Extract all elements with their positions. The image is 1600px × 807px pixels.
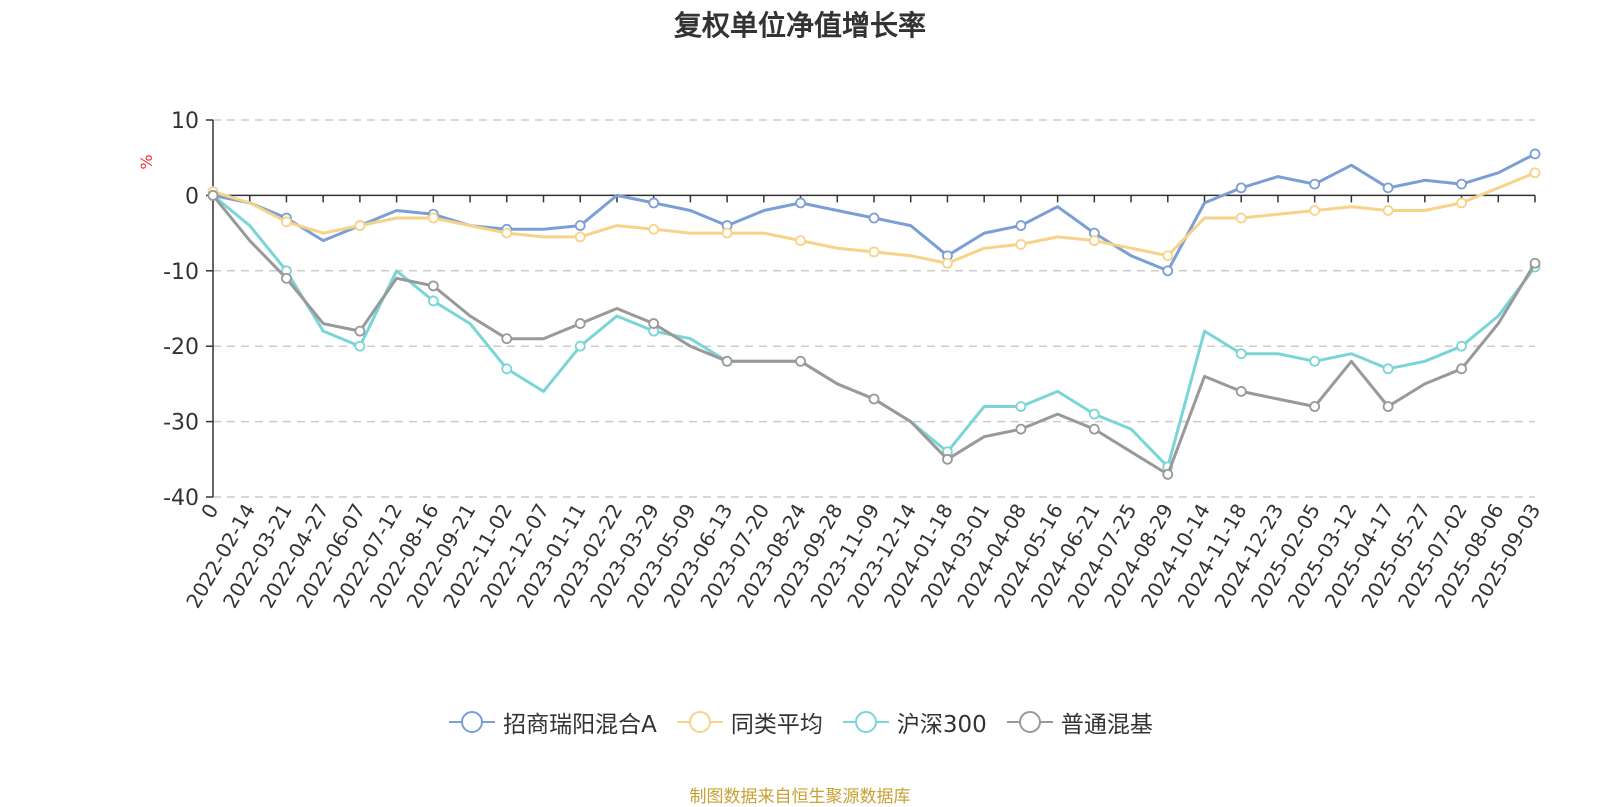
legend-item-2[interactable]: 沪深300 [841, 705, 987, 739]
x-tick-label: 0 [196, 500, 223, 523]
data-point [721, 227, 733, 239]
legend-item-3[interactable]: 普通混基 [1005, 705, 1153, 739]
data-point [354, 340, 366, 352]
legend-label: 普通混基 [1060, 712, 1153, 738]
data-point [1382, 401, 1394, 412]
y-axis-label: % [137, 154, 156, 169]
data-point [427, 212, 439, 224]
data-point [1235, 182, 1247, 194]
data-point [281, 272, 292, 284]
y-tick-label: 0 [185, 184, 199, 209]
data-point [942, 453, 953, 465]
data-point [648, 197, 660, 209]
line-chart: 10 0 -10 -20 -30 -40 02022-02-142022-03-21202… [137, 109, 1545, 612]
data-point [1162, 265, 1174, 277]
legend: 招商瑞阳混合A 同类平均 沪深300 普通混基 [0, 705, 1600, 739]
data-point [1309, 178, 1321, 190]
data-point [574, 318, 586, 329]
legend-marker-icon [449, 711, 496, 733]
data-point [1456, 363, 1467, 375]
data-point [501, 363, 513, 375]
data-point [574, 231, 586, 243]
data-point [795, 355, 806, 367]
data-point [1529, 148, 1541, 160]
data-point [1529, 257, 1541, 269]
data-point [1529, 167, 1541, 179]
data-point [795, 197, 806, 209]
data-point [1309, 355, 1321, 367]
data-point [427, 280, 439, 292]
data-point [1162, 468, 1174, 480]
data-point [868, 212, 880, 224]
data-point [942, 257, 953, 269]
legend-marker-icon [676, 711, 723, 733]
x-axis: 02022-02-142022-03-212022-04-272022-06-0… [181, 194, 1545, 612]
data-point [501, 333, 513, 345]
data-point [501, 227, 513, 239]
data-point [354, 220, 366, 231]
legend-item-0[interactable]: 招商瑞阳混合A [447, 705, 657, 739]
data-point [1382, 363, 1394, 375]
data-point [1456, 197, 1467, 209]
data-point [1088, 235, 1100, 247]
data-point [1015, 423, 1027, 435]
data-point [1309, 205, 1321, 216]
data-point [1309, 401, 1321, 412]
data-point [795, 235, 806, 247]
data-point [1088, 408, 1100, 420]
legend-label: 沪深300 [896, 712, 987, 738]
series-line-2 [212, 194, 1537, 469]
data-point [1235, 386, 1247, 397]
y-tick-label: -20 [163, 335, 199, 360]
y-tick-label: 10 [171, 109, 199, 134]
data-point [354, 325, 366, 337]
data-point [207, 189, 219, 201]
data-point [721, 355, 733, 367]
data-point [1382, 205, 1394, 216]
series-line-3 [211, 194, 1537, 476]
chart-title: 复权单位净值增长率 [673, 9, 926, 42]
data-point [1456, 340, 1467, 352]
data-point [1015, 239, 1027, 250]
data-point [281, 216, 292, 228]
data-point [868, 393, 880, 405]
data-source-note: 制图数据来自恒生聚源数据库 [689, 787, 911, 807]
y-tick-label: -10 [163, 260, 199, 285]
data-point [1456, 178, 1467, 190]
legend-label: 同类平均 [730, 712, 823, 738]
data-point [1015, 401, 1027, 412]
data-point [1162, 250, 1174, 262]
data-point [648, 223, 660, 235]
y-tick-label: -40 [163, 486, 199, 511]
data-point [1382, 182, 1394, 194]
data-point [1235, 212, 1247, 224]
data-point [868, 246, 880, 258]
data-point [574, 340, 586, 352]
legend-marker-icon [842, 711, 889, 733]
series-lines [207, 148, 1541, 480]
data-point [1015, 220, 1027, 231]
y-axis: 10 0 -10 -20 -30 -40 [163, 109, 214, 511]
legend-label: 招商瑞阳混合A [503, 712, 657, 738]
y-tick-label: -30 [163, 411, 199, 436]
data-point [574, 220, 586, 231]
data-point [648, 318, 660, 329]
data-point [427, 295, 439, 307]
legend-marker-icon [1006, 711, 1053, 733]
data-point [1088, 423, 1100, 435]
legend-item-1[interactable]: 同类平均 [675, 705, 823, 739]
gridlines [213, 119, 1535, 498]
data-point [1235, 348, 1247, 360]
